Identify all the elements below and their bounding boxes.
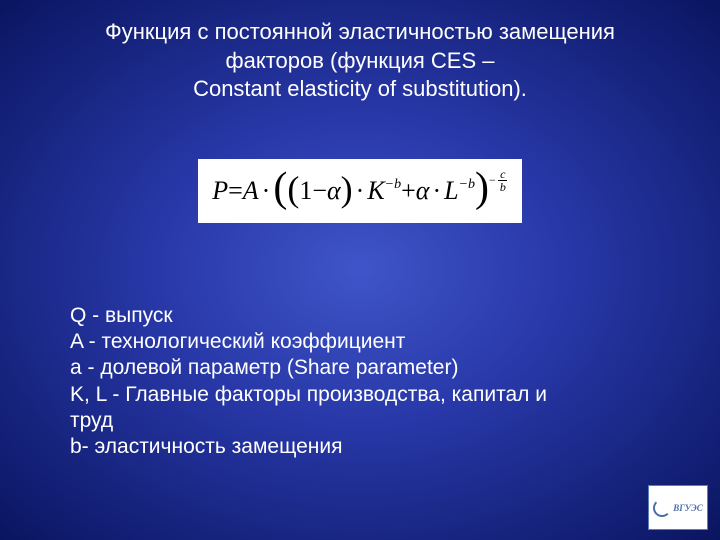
- title-line-3: Constant elasticity of substitution).: [193, 76, 527, 101]
- formula-alpha2: α: [416, 176, 430, 206]
- formula-P: P: [212, 176, 228, 206]
- def-KL2: труд: [70, 408, 650, 434]
- def-KL: K, L - Главные факторы производства, кап…: [70, 382, 650, 408]
- logo-inner: ВГУЭС: [653, 499, 703, 517]
- title-line-2: факторов (функция CES –: [226, 48, 495, 73]
- def-A: A - технологический коэффициент: [70, 329, 650, 355]
- formula-L: L: [444, 176, 458, 206]
- title-line-1: Функция с постоянной эластичностью замещ…: [105, 19, 615, 44]
- formula-bigparen-r: ): [475, 164, 489, 212]
- formula-eq: =: [228, 176, 243, 206]
- formula-frac-den: b: [498, 181, 508, 193]
- def-b: b- эластичность замещения: [70, 434, 650, 460]
- def-Q: Q - выпуск: [70, 303, 650, 329]
- formula-K: K: [367, 176, 384, 206]
- slide-title: Функция с постоянной эластичностью замещ…: [0, 0, 720, 104]
- formula-dot3: ·: [429, 176, 444, 206]
- logo-text: ВГУЭС: [673, 503, 703, 513]
- formula-container: P = A · ( ( 1 − α ) · K −b + α · L −b ) …: [0, 159, 720, 223]
- formula-dot1: ·: [259, 176, 274, 206]
- formula-paren-l: (: [287, 168, 299, 210]
- formula-bigparen-l: (: [273, 164, 287, 212]
- formula-paren-r: ): [341, 168, 353, 210]
- formula-outer-minus: −: [489, 173, 496, 188]
- logo-swirl-icon: [653, 499, 671, 517]
- logo-badge: ВГУЭС: [648, 485, 708, 530]
- formula-expL: −b: [459, 177, 475, 193]
- formula-plus: +: [401, 176, 416, 206]
- formula-A: A: [243, 176, 259, 206]
- formula-expK: −b: [385, 177, 401, 193]
- formula-one: 1: [299, 176, 312, 206]
- definitions-block: Q - выпуск A - технологический коэффицие…: [70, 303, 650, 461]
- formula-minus1: −: [312, 176, 327, 206]
- formula-dot2: ·: [353, 176, 368, 206]
- def-a: a - долевой параметр (Share parameter): [70, 355, 650, 381]
- formula-alpha1: α: [327, 176, 341, 206]
- ces-formula: P = A · ( ( 1 − α ) · K −b + α · L −b ) …: [198, 159, 522, 223]
- formula-outer-exp: c b: [498, 168, 508, 193]
